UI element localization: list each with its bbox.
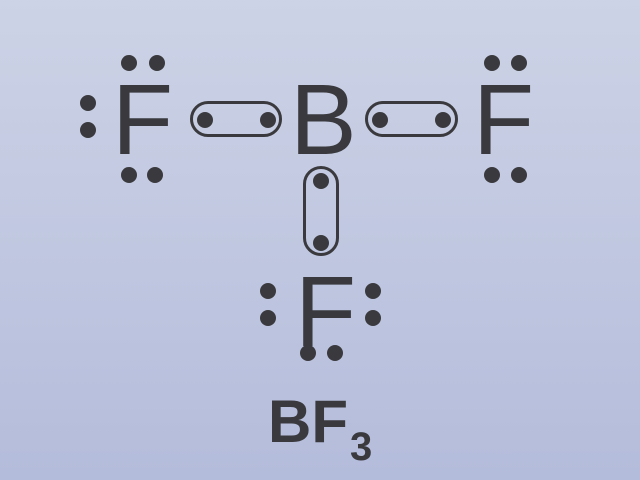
fluorine-atom-left: F xyxy=(112,64,174,176)
lone-pair-electron xyxy=(484,167,500,183)
lone-pair-electron xyxy=(147,167,163,183)
bonding-electron xyxy=(197,112,213,128)
fluorine-atom-right: F xyxy=(473,64,535,176)
lone-pair-electron xyxy=(149,55,165,71)
lone-pair-electron xyxy=(80,122,96,138)
bonding-electron xyxy=(313,173,329,189)
bond-right xyxy=(365,101,458,137)
lone-pair-electron xyxy=(260,310,276,326)
lone-pair-electron xyxy=(121,55,137,71)
lone-pair-electron xyxy=(327,345,343,361)
boron-atom: B xyxy=(290,64,357,176)
molecular-formula: BF3 xyxy=(268,392,372,468)
lone-pair-electron xyxy=(511,167,527,183)
lone-pair-electron xyxy=(80,95,96,111)
lone-pair-electron xyxy=(365,310,381,326)
lone-pair-electron xyxy=(365,283,381,299)
bond-bottom xyxy=(303,166,339,256)
lone-pair-electron xyxy=(511,55,527,71)
formula-subscript: 3 xyxy=(349,425,373,469)
lone-pair-electron xyxy=(260,283,276,299)
bonding-electron xyxy=(313,235,329,251)
bond-left xyxy=(190,101,282,137)
lone-pair-electron xyxy=(484,55,500,71)
lone-pair-electron xyxy=(121,167,137,183)
formula-main: BF xyxy=(268,388,348,455)
bonding-electron xyxy=(260,112,276,128)
lone-pair-electron xyxy=(300,345,316,361)
bonding-electron xyxy=(435,112,451,128)
bonding-electron xyxy=(372,112,388,128)
